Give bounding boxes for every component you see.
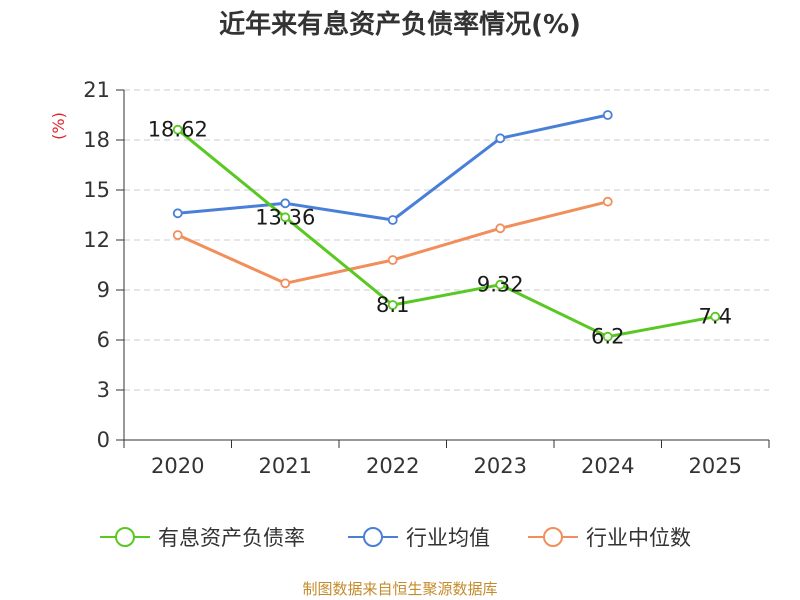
grid-lines <box>124 89 769 391</box>
x-tick-label: 2023 <box>474 454 527 478</box>
series-0-point <box>172 124 183 135</box>
series-0-point <box>710 311 721 322</box>
y-axis-unit-label: (%) <box>49 112 68 140</box>
source-note: 制图数据来自恒生聚源数据库 <box>302 580 497 598</box>
y-tick-label: 3 <box>97 378 110 402</box>
series-line-2 <box>177 200 609 285</box>
legend-marker-icon <box>115 527 135 547</box>
series-2-point <box>172 230 183 240</box>
chart-title: 近年来有息资产负债率情况(%) <box>219 9 581 40</box>
y-tick-label: 21 <box>83 78 110 102</box>
legend-label: 有息资产负债率 <box>158 526 305 550</box>
legend-marker-icon <box>363 527 383 547</box>
series-layer <box>172 110 721 342</box>
data-labels: 18.62 13.36 8.1 9.32 6.2 7.4 <box>148 118 732 349</box>
data-label: 13.36 <box>255 205 315 229</box>
y-tick-label: 6 <box>97 328 110 352</box>
series-1-point <box>172 208 183 219</box>
series-0-point <box>280 212 291 223</box>
x-tick-label: 2020 <box>151 454 204 478</box>
legend-label: 行业均值 <box>406 526 490 550</box>
series-2-point <box>495 223 506 234</box>
series-2-point <box>602 196 613 207</box>
series-0-point <box>387 300 398 310</box>
series-2-point <box>280 278 291 289</box>
series-2-point <box>387 255 398 265</box>
y-tick-label: 12 <box>83 228 110 252</box>
data-label: 7.4 <box>699 305 732 329</box>
y-tick-label: 0 <box>97 428 110 452</box>
series-0-point <box>495 279 506 290</box>
x-tick-label: 2021 <box>259 454 312 478</box>
axes: 0 3 6 9 12 15 18 21 2020 2021 2022 2023 2024 2025 <box>83 78 770 478</box>
x-tick-label: 2022 <box>366 454 419 478</box>
series-0-point <box>602 331 613 342</box>
series-1-point <box>387 215 398 225</box>
series-1-point <box>280 198 291 209</box>
y-tick-label: 15 <box>83 178 110 202</box>
series-1-point <box>495 133 506 144</box>
series-line-1 <box>177 113 609 222</box>
legend-marker-icon <box>543 527 563 547</box>
series-1-point <box>602 110 613 120</box>
data-label: 8.1 <box>376 293 409 317</box>
data-label: 6.2 <box>591 325 624 349</box>
x-tick-label: 2025 <box>689 454 742 478</box>
x-tick-label: 2024 <box>581 454 634 478</box>
data-label: 18.62 <box>148 118 208 142</box>
y-tick-label: 18 <box>83 128 110 152</box>
series-line-0 <box>176 128 716 339</box>
legend-label: 行业中位数 <box>586 526 691 550</box>
data-label: 9.32 <box>477 273 524 297</box>
legend: 有息资产负债率 行业均值 行业中位数 <box>100 526 691 550</box>
y-tick-label: 9 <box>97 278 110 302</box>
